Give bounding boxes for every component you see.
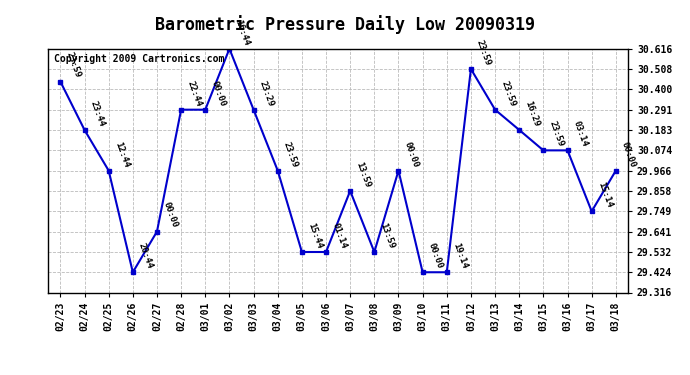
Text: 00:00: 00:00: [403, 140, 420, 168]
Text: 22:44: 22:44: [186, 79, 203, 108]
Text: 23:59: 23:59: [475, 39, 493, 67]
Text: 15:14: 15:14: [596, 181, 613, 209]
Text: 01:14: 01:14: [331, 222, 348, 250]
Text: 00:00: 00:00: [210, 79, 227, 108]
Text: 23:59: 23:59: [65, 51, 82, 80]
Text: 12:44: 12:44: [113, 140, 130, 168]
Text: 16:44: 16:44: [234, 18, 251, 46]
Text: 23:59: 23:59: [282, 140, 299, 168]
Text: 00:00: 00:00: [161, 201, 179, 229]
Text: 13:59: 13:59: [355, 160, 372, 189]
Text: Barometric Pressure Daily Low 20090319: Barometric Pressure Daily Low 20090319: [155, 15, 535, 34]
Text: 00:00: 00:00: [427, 242, 444, 270]
Text: 20:44: 20:44: [137, 242, 155, 270]
Text: 23:44: 23:44: [89, 99, 106, 128]
Text: 23:59: 23:59: [500, 79, 517, 108]
Text: 13:59: 13:59: [379, 222, 396, 250]
Text: 00:00: 00:00: [620, 140, 638, 168]
Text: 16:29: 16:29: [524, 99, 541, 128]
Text: 15:44: 15:44: [306, 222, 324, 250]
Text: 03:14: 03:14: [572, 120, 589, 148]
Text: 19:14: 19:14: [451, 242, 469, 270]
Text: 23:59: 23:59: [548, 120, 565, 148]
Text: 23:29: 23:29: [258, 79, 275, 108]
Text: Copyright 2009 Cartronics.com: Copyright 2009 Cartronics.com: [54, 54, 224, 64]
